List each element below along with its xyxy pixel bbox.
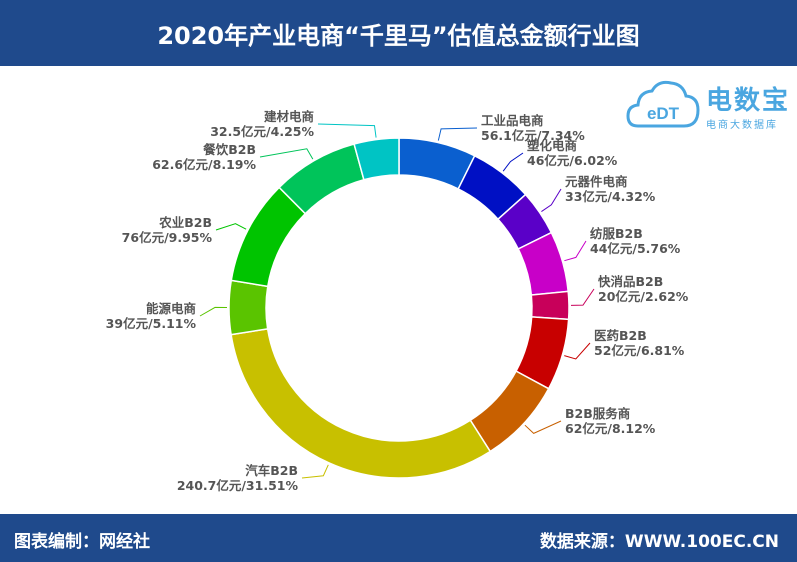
footer-source-left: 图表编制：网经社 (14, 532, 150, 552)
slice-name-label-3: 纺服B2B (590, 226, 643, 241)
slice-value-label-2: 33亿元/4.32% (565, 189, 656, 204)
leader-line-0 (437, 127, 478, 141)
leader-line-8 (199, 306, 228, 317)
leader-line-3 (564, 240, 587, 262)
chart-title: 2020年产业电商“千里马”估值总金额行业图 (0, 0, 797, 66)
slice-name-label-0: 工业品电商 (481, 113, 544, 128)
slice-name-label-9: 农业B2B (158, 215, 212, 230)
slice-value-label-5: 52亿元/6.81% (594, 343, 685, 358)
cloud-logo-icon: eDT (626, 80, 700, 128)
leader-line-2 (541, 188, 562, 212)
leader-line-6 (524, 420, 562, 434)
slice-name-label-6: B2B服务商 (565, 406, 630, 421)
slice-value-label-10: 62.6亿元/8.19% (152, 157, 256, 172)
leader-line-11 (317, 123, 377, 138)
slice-8 (228, 279, 269, 336)
slice-name-label-1: 塑化电商 (527, 138, 577, 153)
footer-source-right: 数据来源：WWW.100EC.CN (539, 532, 779, 552)
slice-value-label-7: 240.7亿元/31.51% (177, 478, 299, 493)
slice-value-label-1: 46亿元/6.02% (527, 153, 618, 168)
slice-11 (353, 137, 400, 181)
slice-name-label-7: 汽车B2B (245, 463, 298, 478)
footer-bar: 图表编制：网经社 数据来源：WWW.100EC.CN (0, 514, 797, 562)
slice-value-label-6: 62亿元/8.12% (565, 421, 656, 436)
leader-line-9 (215, 223, 247, 231)
logo-mark: eDT (647, 104, 680, 123)
slice-4 (530, 290, 570, 321)
slice-value-label-3: 44亿元/5.76% (590, 241, 681, 256)
leader-line-1 (502, 152, 524, 172)
donut-slices (228, 137, 570, 479)
slice-value-label-11: 32.5亿元/4.25% (210, 124, 314, 139)
slice-name-label-11: 建材电商 (264, 109, 314, 124)
logo-subtitle: 电商大数据库 (706, 120, 778, 131)
leader-line-10 (259, 148, 314, 160)
leader-line-5 (564, 342, 591, 360)
leader-lines (199, 123, 595, 479)
slice-name-label-2: 元器件电商 (565, 174, 628, 189)
slice-name-label-8: 能源电商 (146, 301, 196, 316)
slice-7 (230, 327, 492, 479)
slice-name-label-10: 餐饮B2B (202, 142, 256, 157)
leader-line-7 (301, 464, 329, 479)
slice-value-label-9: 76亿元/9.95% (122, 230, 213, 245)
slice-value-label-4: 20亿元/2.62% (598, 289, 689, 304)
slice-name-label-5: 医药B2B (594, 328, 647, 343)
slice-name-label-4: 快消品B2B (598, 274, 663, 289)
slice-value-label-8: 39亿元/5.11% (106, 316, 197, 331)
slice-value-label-0: 56.1亿元/7.34% (481, 128, 585, 143)
leader-line-4 (570, 288, 595, 306)
logo-name: 电数宝 (706, 86, 791, 116)
